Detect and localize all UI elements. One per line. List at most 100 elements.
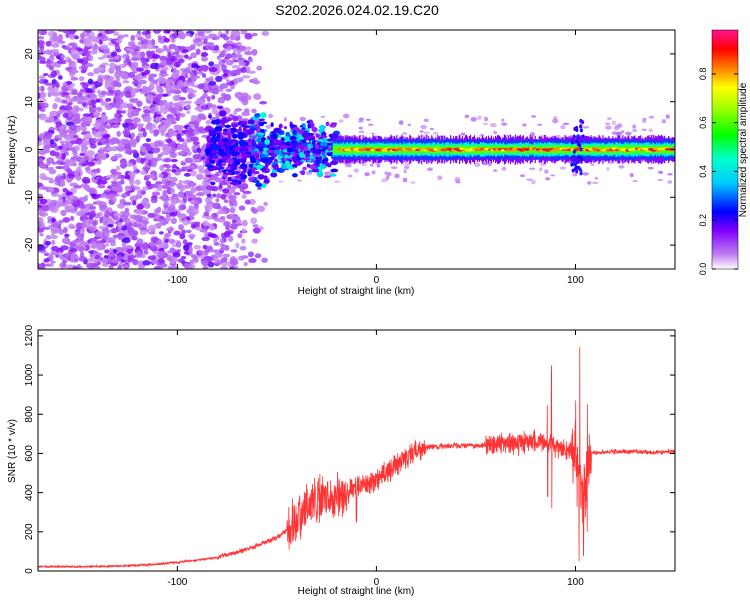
heatmap-cell <box>454 176 461 182</box>
heatmap-cell <box>140 39 149 46</box>
heatmap-cell <box>140 199 149 206</box>
heatmap-cell <box>253 176 258 183</box>
heatmap-cell <box>251 32 258 37</box>
heatmap-cell <box>231 179 238 183</box>
heatmap-cell <box>238 139 247 147</box>
heatmap-cell <box>225 166 232 171</box>
heatmap-cell <box>257 173 265 180</box>
heatmap-cell <box>134 98 139 102</box>
heatmap-cell <box>100 35 109 42</box>
heatmap-cell <box>202 92 208 99</box>
heatmap-cell <box>197 70 204 75</box>
heatmap-cell <box>243 261 248 267</box>
heatmap-cell <box>367 123 374 126</box>
heatmap-cell <box>182 239 188 245</box>
heatmap-cell <box>39 233 44 237</box>
heatmap-cell <box>195 48 201 55</box>
heatmap-cell <box>241 238 246 244</box>
heatmap-cell <box>259 226 264 231</box>
heatmap-cell <box>324 157 329 163</box>
heatmap-cell <box>44 131 53 139</box>
heatmap-cell <box>68 33 76 40</box>
heatmap-cell <box>114 171 122 176</box>
heatmap-cell <box>113 113 120 118</box>
heatmap-cell <box>205 185 214 190</box>
heatmap-cell <box>358 126 363 130</box>
heatmap-cell <box>169 106 174 112</box>
heatmap-cell <box>249 154 255 162</box>
heatmap-cell <box>62 252 72 259</box>
heatmap-cell <box>142 186 148 192</box>
heatmap-cell <box>142 110 152 114</box>
heatmap-cell <box>165 217 171 222</box>
heatmap-cell <box>212 193 217 198</box>
heatmap-cell <box>138 79 147 85</box>
heatmap-cell <box>358 130 365 134</box>
heatmap-cell <box>183 262 190 269</box>
heatmap-cell <box>79 88 86 93</box>
heatmap-cell <box>208 67 218 73</box>
heatmap-cell <box>233 192 241 196</box>
heatmap-cell <box>632 179 638 183</box>
heatmap-cell <box>661 118 667 124</box>
heatmap-cell <box>136 100 143 107</box>
heatmap-cell <box>128 178 135 186</box>
heatmap-cell <box>66 176 73 183</box>
heatmap-cell <box>66 191 72 196</box>
heatmap-cell <box>38 158 43 163</box>
heatmap-cell <box>201 236 211 242</box>
heatmap-cell <box>95 99 101 103</box>
heatmap-cell <box>183 172 191 177</box>
heatmap-cell <box>223 35 230 41</box>
heatmap-cell <box>238 126 242 132</box>
heatmap-cell <box>273 149 281 154</box>
heatmap-cell <box>79 82 87 86</box>
heatmap-cell <box>58 145 63 150</box>
heatmap-cell <box>323 175 331 178</box>
heatmap-cell <box>116 117 122 123</box>
heatmap-cell <box>195 192 204 196</box>
heatmap-cell <box>157 141 163 147</box>
heatmap-cell <box>230 249 238 253</box>
heatmap-cell <box>586 181 592 185</box>
heatmap-cell <box>117 34 125 40</box>
heatmap-cell <box>196 147 202 153</box>
heatmap-cell <box>208 225 216 231</box>
heatmap-cell <box>280 137 285 142</box>
heatmap-cell <box>144 167 150 171</box>
heatmap-cell <box>79 107 84 112</box>
heatmap-cell <box>51 228 59 234</box>
heatmap-cell <box>344 164 351 168</box>
heatmap-cell <box>59 161 66 166</box>
heatmap-cell <box>168 226 174 233</box>
heatmap-cell <box>50 260 56 264</box>
heatmap-cell <box>248 257 257 264</box>
heatmap-cell <box>211 87 220 95</box>
heatmap-cell <box>41 204 50 212</box>
heatmap-cell <box>151 54 161 59</box>
heatmap-cell <box>94 114 99 119</box>
heatmap-cell <box>221 59 226 63</box>
heatmap-cell <box>464 114 470 119</box>
heatmap-cell <box>85 63 93 68</box>
heatmap-cell <box>319 142 326 147</box>
heatmap-cell <box>38 79 45 84</box>
heatmap-cell <box>209 104 217 109</box>
heatmap-cell <box>181 229 187 235</box>
heatmap-cell <box>68 124 78 131</box>
heatmap-cell <box>325 162 330 167</box>
heatmap-cell <box>102 235 108 239</box>
heatmap-cell <box>334 180 340 183</box>
heatmap-cell <box>214 44 220 51</box>
heatmap-cell <box>176 143 184 151</box>
heatmap-cell <box>191 63 198 67</box>
heatmap-cell <box>470 116 477 122</box>
heatmap-cell <box>253 152 260 157</box>
heatmap-cell <box>150 197 158 204</box>
heatmap-cell <box>220 216 226 220</box>
heatmap-cell <box>182 218 189 226</box>
heatmap-cell <box>125 90 131 95</box>
heatmap-cell <box>161 192 168 198</box>
heatmap-cell <box>106 92 111 96</box>
heatmap-cell <box>46 157 55 164</box>
